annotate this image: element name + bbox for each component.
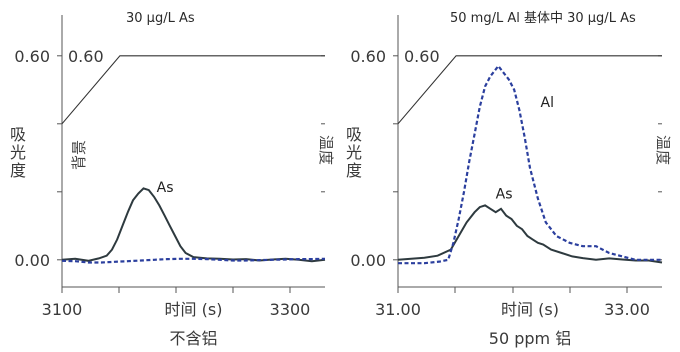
panel-2-x-tick-label: 33.00 [604,300,650,319]
panel-1-series-As [61,187,326,263]
panel-2-y-axis-label: 吸 [346,125,362,144]
panel-1-x-tick-label: 3300 [270,300,311,319]
panel-1-y-axis-label: 吸 [10,125,26,144]
panel-1-x-tick-label: 3100 [42,300,83,319]
panel-1-y-tick-label: 0.60 [14,47,50,66]
panel-1-subtitle: 不含铝 [169,329,217,348]
panel-1-series-温度 [61,55,325,125]
panel-1-x-axis-label: 时间 (s) [165,300,223,319]
panel-2-title: 50 mg/L Al 基体中 30 µg/L As [450,11,636,26]
panel-1-right-label: 温度 [317,135,335,165]
panel-2-right-label: 温度 [654,135,672,165]
panel-2-y-tick-label: 0.60 [350,47,386,66]
panel-2-temperature-label: 0.60 [404,47,440,66]
panel-1-title: 30 µg/L As [126,11,195,26]
panel-2-y-axis-label: 光 [346,143,362,162]
panel-1-temperature-label: 0.60 [68,47,104,66]
panel-2-y-axis-label: 度 [346,161,362,180]
panel-2-annotation-Al: Al [541,95,554,111]
panel-2-series-温度 [397,55,662,125]
panel-2-annotation-As: As [496,187,513,203]
panel-1-y-axis-label: 度 [10,161,26,180]
panel-1-y-tick-label: 0.00 [14,251,50,270]
panel-2-series-As [397,204,663,264]
panel-1-series-背景 [61,257,326,264]
panel-2-y-tick-label: 0.00 [350,251,386,270]
panel-1-annotation-As: As [157,180,174,196]
panel-1-y-axis-label: 光 [10,143,26,162]
panel-2-x-axis-label: 时间 (s) [501,300,559,319]
panel-1-left-label: 背景 [70,140,88,170]
panel-2-subtitle: 50 ppm 铝 [489,329,571,348]
panel-2-x-tick-label: 31.00 [375,300,421,319]
panel-2-series-Al [398,64,662,265]
